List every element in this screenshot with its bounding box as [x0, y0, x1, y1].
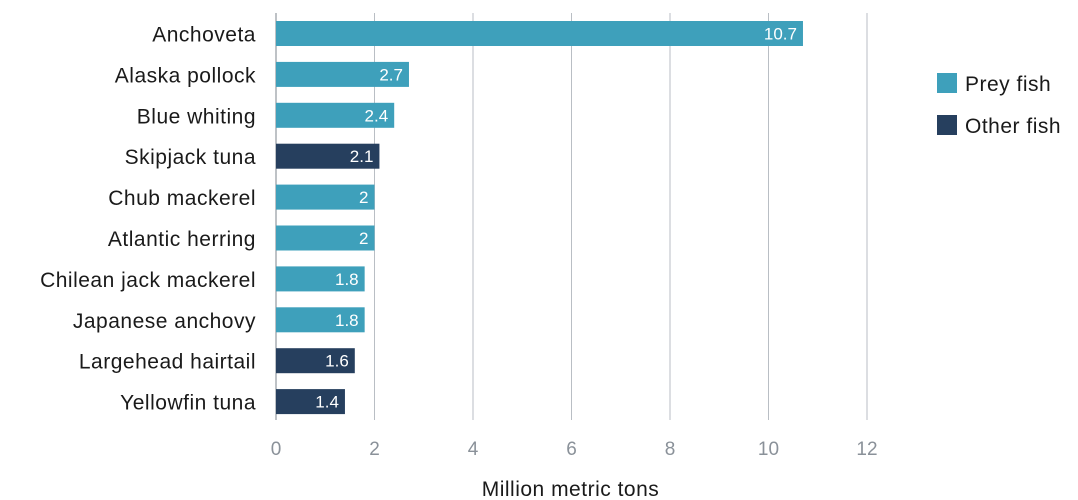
x-tick-label: 12 [856, 439, 877, 460]
category-label: Largehead hairtail [79, 351, 256, 374]
category-label: Japanese anchovy [73, 310, 256, 333]
x-tick-label: 0 [271, 439, 282, 460]
x-tick-label: 2 [369, 439, 380, 460]
bar [276, 184, 375, 210]
data-label: 2.1 [350, 147, 374, 166]
bar [276, 307, 365, 333]
bar [276, 348, 355, 374]
bar [276, 389, 345, 415]
category-label: Anchoveta [152, 24, 256, 47]
category-label: Blue whiting [137, 105, 256, 128]
legend: Prey fish Other fish [937, 73, 1061, 138]
bar [276, 21, 803, 46]
category-label: Skipjack tuna [125, 146, 256, 169]
data-label: 2 [359, 188, 368, 207]
x-tick-label: 4 [468, 439, 479, 460]
bar [276, 102, 395, 128]
category-label: Yellowfin tuna [120, 392, 256, 415]
bar [276, 225, 375, 251]
legend-label: Prey fish [965, 73, 1051, 96]
bar [276, 143, 380, 169]
x-tick-label: 8 [665, 439, 676, 460]
category-label: Chilean jack mackerel [40, 269, 256, 292]
legend-label: Other fish [965, 115, 1061, 138]
x-tick-label: 6 [566, 439, 577, 460]
data-label: 1.4 [315, 393, 339, 412]
bar [276, 266, 365, 292]
bars: 10.7 2.7 2.4 2.1 2 2 1.8 1.8 1.6 1.4 [276, 21, 803, 415]
x-axis-title: Million metric tons [482, 478, 660, 500]
x-tick-label: 10 [758, 439, 779, 460]
category-label: Alaska pollock [115, 64, 256, 87]
data-label: 2.4 [365, 106, 389, 125]
bar [276, 61, 409, 87]
category-label: Atlantic herring [108, 228, 256, 251]
data-label: 2 [359, 229, 368, 248]
legend-swatch [937, 115, 957, 135]
x-tick-labels: 0 2 4 6 8 10 12 [271, 439, 878, 460]
category-label: Chub mackerel [108, 187, 256, 210]
category-labels: Anchoveta Alaska pollock Blue whiting Skipj… [40, 24, 256, 415]
data-label: 1.8 [335, 270, 359, 289]
data-label: 10.7 [764, 25, 797, 44]
data-label: 1.6 [325, 352, 349, 371]
data-label: 2.7 [379, 65, 403, 84]
legend-swatch [937, 73, 957, 93]
data-label: 1.8 [335, 311, 359, 330]
